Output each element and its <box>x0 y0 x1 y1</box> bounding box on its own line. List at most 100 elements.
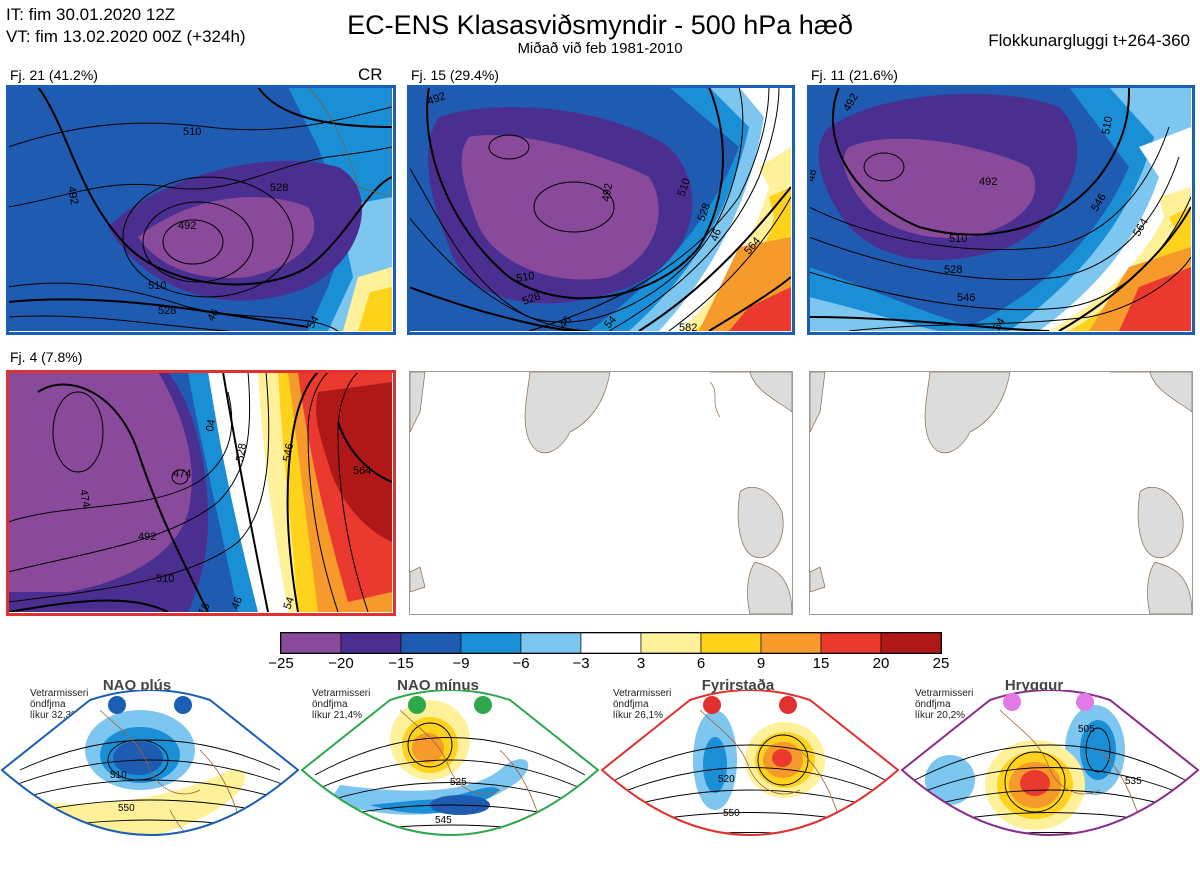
panel-border-4 <box>6 370 396 616</box>
colorbar-tick-label: −20 <box>328 655 354 672</box>
regime-note-2: Vetrarmisseri öndfjma líkur 21,4% <box>312 688 371 721</box>
colorbar-tick-label: −9 <box>452 655 470 672</box>
panel-regime-1: CR <box>358 65 383 84</box>
contour-label: 510 <box>949 233 967 245</box>
panel-border-3 <box>807 85 1195 335</box>
colorbar-swatch <box>700 632 762 654</box>
regime-note-1: Vetrarmisseri öndfjma líkur 32,3% <box>30 688 89 721</box>
cluster-map-4: 474 474 492 510 528 546 564 46 54 18 04 <box>8 372 392 612</box>
regime-note-4: Vetrarmisseri öndfjma líkur 20,2% <box>915 688 974 721</box>
contour-label: 492 <box>138 531 156 543</box>
colorbar-swatch <box>760 632 822 654</box>
panel-label-4: Fj. 4 (7.8%) <box>10 349 83 365</box>
contour-label: 474 <box>173 468 191 480</box>
regime-map-blocking: 520 550 560 <box>602 690 898 835</box>
vt-line: VT: fim 13.02.2020 00Z (+324h) <box>6 27 246 46</box>
empty-map-6 <box>809 371 1193 615</box>
contour-label: 550 <box>118 803 135 814</box>
colorbar-swatch <box>280 632 342 654</box>
page-title: EC-ENS Klasasviðsmyndir - 500 hPa hæð <box>347 10 853 40</box>
regime-note-3: Vetrarmisseri öndfjma líkur 26,1% <box>613 688 672 721</box>
regime-dot <box>474 696 492 714</box>
regime-map-nao-plus: 510 550 <box>2 690 298 835</box>
colorbar-swatch <box>400 632 462 654</box>
empty-map-5 <box>409 371 793 615</box>
colorbar-tick-label: −15 <box>388 655 414 672</box>
colorbar-swatch <box>580 632 642 654</box>
contour-label: 46 <box>230 595 245 611</box>
contour-label: 510 <box>676 177 694 198</box>
colorbar <box>280 632 942 654</box>
contour-label: 528 <box>158 305 176 317</box>
contour-label: 510 <box>148 280 166 292</box>
panel-border-2 <box>407 85 795 335</box>
contour-label: 535 <box>1125 776 1142 787</box>
contour-label: 564 <box>353 465 371 477</box>
colorbar-tick-label: 20 <box>872 655 890 672</box>
contour-label: 560 <box>1090 837 1107 848</box>
regime-dot <box>174 696 192 714</box>
panel-border-1 <box>6 85 396 335</box>
contour-label: 528 <box>521 290 542 308</box>
regime-dot <box>703 696 721 714</box>
cluster-map-1: 492 492 510 510 528 528 46 54 <box>8 87 392 331</box>
cluster-map-3: 492 492 510 510 528 546 546 564 54 48 <box>809 87 1191 331</box>
colorbar-swatch <box>460 632 522 654</box>
contour-label: 492 <box>178 220 196 232</box>
contour-label: 520 <box>718 774 735 785</box>
colorbar-swatch <box>340 632 402 654</box>
contour-label: 510 <box>156 573 174 585</box>
contour-label: 492 <box>979 176 997 188</box>
contour-label: 474 <box>77 488 92 508</box>
regime-dot <box>779 696 797 714</box>
contour-label: 46 <box>205 307 222 324</box>
panel-label-3: Fj. 11 (21.6%) <box>811 67 898 83</box>
regime-dot <box>408 696 426 714</box>
contour-label: 48 <box>809 168 819 182</box>
colorbar-tick-label: −25 <box>268 655 294 672</box>
regime-dot <box>108 696 126 714</box>
colorbar-swatch <box>640 632 702 654</box>
contour-label: 528 <box>696 202 714 223</box>
regime-map-ridge: 505 535 560 <box>902 690 1198 848</box>
panel-label-1: Fj. 21 (41.2%) <box>10 67 98 83</box>
colorbar-swatch <box>820 632 882 654</box>
colorbar-swatches <box>280 632 942 654</box>
contour-label: 546 <box>281 442 296 462</box>
contour-label: 505 <box>1078 724 1095 735</box>
contour-label: 54 <box>305 314 322 331</box>
contour-label: 492 <box>65 185 80 205</box>
contour-label: 545 <box>435 815 452 826</box>
colorbar-tick-label: 9 <box>756 655 766 672</box>
contour-label: 46 <box>709 227 724 243</box>
it-line: IT: fim 30.01.2020 12Z <box>6 5 176 24</box>
contour-label: 510 <box>110 770 127 781</box>
regime-dot <box>1076 693 1094 711</box>
colorbar-tick-label: 25 <box>932 655 950 672</box>
page-subtitle: Miðað við feb 1981-2010 <box>517 40 683 57</box>
contour-label: 492 <box>600 182 615 202</box>
contour-label: 492 <box>426 90 447 108</box>
contour-label: 54 <box>282 595 297 611</box>
regime-dot <box>1003 693 1021 711</box>
colorbar-tick-label: 15 <box>812 655 830 672</box>
contour-label: 18 <box>196 601 213 612</box>
header-left: IT: fim 30.01.2020 12Z VT: fim 13.02.202… <box>6 4 246 48</box>
colorbar-tick-label: 6 <box>696 655 706 672</box>
contour-label: 528 <box>944 264 962 276</box>
colorbar-tick-label: −6 <box>512 655 530 672</box>
cluster-map-2: 492 492 510 528 46 54 564 582 510 528 46 <box>409 87 791 331</box>
window-label: Flokkunargluggi t+264-360 <box>988 31 1190 50</box>
contour-label: 528 <box>270 182 288 194</box>
contour-label: 546 <box>957 292 975 304</box>
contour-label: 510 <box>1100 115 1115 135</box>
contour-label: 582 <box>679 322 697 331</box>
contour-label: 04 <box>204 418 218 432</box>
panel-label-2: Fj. 15 (29.4%) <box>411 67 499 83</box>
contour-label: 565 <box>445 850 462 861</box>
regime-maps: 510 550 525 545 565 <box>0 690 1200 861</box>
contour-label: 54 <box>991 316 1008 331</box>
colorbar-tick-label: 3 <box>636 655 646 672</box>
colorbar-tick-label: −3 <box>572 655 590 672</box>
regime-map-nao-minus: 525 545 565 <box>302 690 598 861</box>
